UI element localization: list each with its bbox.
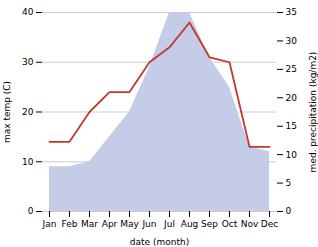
svg-text:30: 30 — [286, 36, 298, 46]
svg-text:20: 20 — [22, 107, 34, 117]
svg-text:Aug: Aug — [181, 219, 199, 229]
svg-text:Dec: Dec — [261, 219, 278, 229]
svg-text:Jan: Jan — [42, 219, 57, 229]
svg-text:Nov: Nov — [241, 219, 259, 229]
svg-text:15: 15 — [286, 121, 297, 131]
svg-text:10: 10 — [286, 150, 298, 160]
svg-text:Jul: Jul — [163, 219, 175, 229]
svg-text:Jun: Jun — [141, 219, 156, 229]
svg-text:35: 35 — [286, 7, 297, 17]
svg-text:Sep: Sep — [201, 219, 218, 229]
svg-text:Oct: Oct — [222, 219, 238, 229]
svg-text:0: 0 — [28, 206, 34, 216]
svg-text:Feb: Feb — [62, 219, 78, 229]
svg-text:10: 10 — [22, 157, 34, 167]
svg-text:Apr: Apr — [102, 219, 118, 229]
svg-text:20: 20 — [286, 93, 298, 103]
svg-text:date (month): date (month) — [130, 237, 189, 247]
svg-text:Mar: Mar — [81, 219, 98, 229]
svg-text:30: 30 — [22, 57, 34, 67]
svg-text:med. precipitation (kg/m2): med. precipitation (kg/m2) — [308, 52, 318, 173]
svg-text:May: May — [120, 219, 139, 229]
svg-text:25: 25 — [286, 64, 297, 74]
svg-text:max temp (C): max temp (C) — [2, 81, 12, 143]
svg-text:40: 40 — [22, 7, 34, 17]
svg-text:5: 5 — [286, 178, 292, 188]
svg-text:0: 0 — [286, 206, 292, 216]
